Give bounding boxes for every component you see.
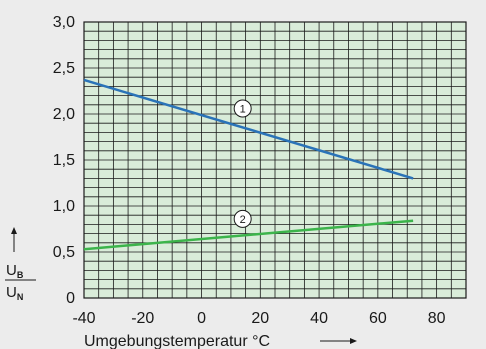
plot-frame [83, 21, 467, 299]
y-axis-arrow-head [11, 227, 17, 234]
x-tick-label: 0 [197, 310, 206, 327]
y-axis-label-bottom: UN [6, 284, 23, 302]
x-tick-label: 80 [428, 310, 446, 327]
series-line-2 [83, 219, 414, 251]
y-tick-label: 2,5 [53, 60, 75, 77]
y-tick-labels: 0 0,5 1,0 1,5 2,0 2,5 3,0 [53, 14, 75, 307]
series-line-1 [83, 78, 414, 180]
x-tick-labels: -40 -20 0 20 40 60 80 [72, 310, 445, 327]
x-tick-label: 20 [251, 310, 269, 327]
y-tick-label: 0 [66, 290, 75, 307]
x-axis-label: Umgebungstemperatur °C [84, 333, 270, 349]
y-tick-label: 1,0 [53, 198, 75, 215]
grid [83, 21, 467, 299]
series-marker-2 [233, 209, 252, 228]
x-tick-label: -40 [72, 310, 95, 327]
y-tick-label: 0,5 [53, 244, 75, 261]
series-marker-label-1: 1 [240, 103, 246, 115]
x-tick-label: 40 [310, 310, 328, 327]
x-tick-label: 60 [369, 310, 387, 327]
series-marker-label-2: 2 [240, 214, 246, 226]
y-axis-label-top: UB [6, 262, 24, 280]
series-lines [83, 78, 414, 251]
y-tick-label: 2,0 [53, 106, 75, 123]
y-tick-label: 3,0 [53, 14, 75, 31]
x-tick-label: -20 [131, 310, 154, 327]
y-tick-label: 1,5 [53, 152, 75, 169]
series-markers: 12 [233, 99, 252, 228]
series-marker-1 [233, 99, 252, 118]
x-axis-arrow-head [350, 338, 357, 344]
